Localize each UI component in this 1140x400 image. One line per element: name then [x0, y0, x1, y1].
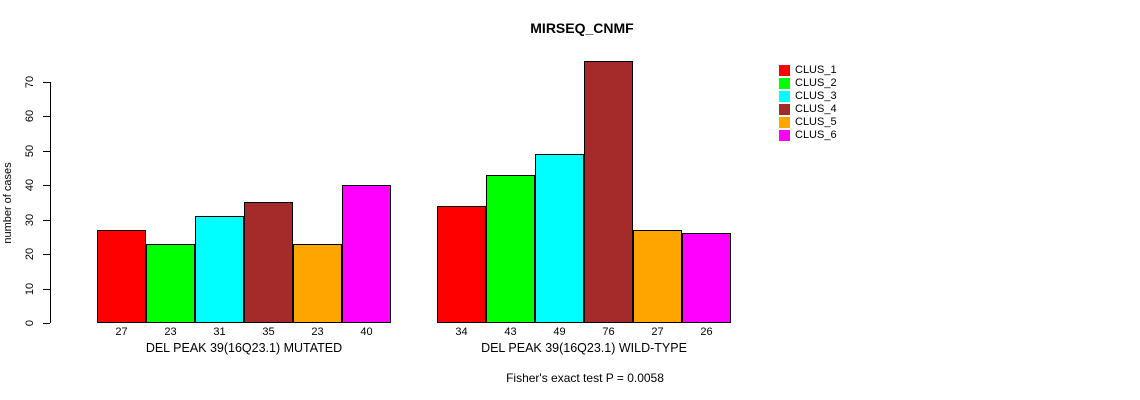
legend: CLUS_1 CLUS_2 CLUS_3 CLUS_4 CLUS_5 CLUS_6 [779, 64, 837, 142]
y-axis-line [50, 82, 51, 323]
y-tick-label: 20 [24, 247, 36, 261]
legend-label: CLUS_4 [795, 103, 837, 115]
y-tick-label: 40 [24, 178, 36, 192]
bar-value-label: 26 [700, 326, 713, 338]
y-tick-mark [43, 323, 50, 324]
bar-value-label: 27 [115, 326, 128, 338]
bar-value-label: 27 [651, 326, 664, 338]
bar-value-label: 31 [213, 326, 226, 338]
bar-group2-clus_2 [486, 175, 535, 323]
bar-group1-clus_3 [195, 216, 244, 323]
bar-group1-clus_2 [146, 244, 195, 323]
legend-swatch-icon [779, 104, 790, 115]
legend-label: CLUS_1 [795, 64, 837, 76]
y-tick-mark [43, 254, 50, 255]
bar-group1-clus_5 [293, 244, 342, 323]
bar-group1-clus_6 [342, 185, 391, 323]
y-tick-label: 30 [24, 213, 36, 227]
bar-group2-clus_5 [633, 230, 682, 323]
bar-value-label: 40 [360, 326, 373, 338]
y-tick-mark [43, 289, 50, 290]
legend-swatch-icon [779, 117, 790, 128]
y-axis-label: number of cases [2, 162, 14, 244]
legend-swatch-icon [779, 78, 790, 89]
x-group-label: DEL PEAK 39(16Q23.1) MUTATED [145, 341, 343, 355]
bar-group2-clus_1 [437, 206, 486, 323]
bar-group1-clus_1 [97, 230, 146, 323]
bar-value-label: 35 [262, 326, 275, 338]
legend-item-clus_3: CLUS_3 [779, 90, 837, 103]
y-tick-label: 60 [24, 109, 36, 123]
bar-group2-clus_4 [584, 61, 633, 323]
legend-item-clus_2: CLUS_2 [779, 77, 837, 90]
legend-swatch-icon [779, 130, 790, 141]
legend-item-clus_6: CLUS_6 [779, 129, 837, 142]
bar-value-label: 76 [602, 326, 615, 338]
legend-swatch-icon [779, 91, 790, 102]
fisher-test-annotation: Fisher's exact test P = 0.0058 [506, 371, 664, 385]
bar-value-label: 49 [553, 326, 566, 338]
y-tick-mark [43, 151, 50, 152]
y-tick-mark [43, 82, 50, 83]
y-tick-label: 70 [24, 75, 36, 89]
bar-group2-clus_6 [682, 233, 731, 323]
chart-title: MIRSEQ_CNMF [530, 20, 634, 36]
y-tick-mark [43, 185, 50, 186]
bar-value-label: 23 [164, 326, 177, 338]
legend-swatch-icon [779, 65, 790, 76]
bar-group2-clus_3 [535, 154, 584, 323]
bar-value-label: 43 [504, 326, 517, 338]
x-group-label: DEL PEAK 39(16Q23.1) WILD-TYPE [481, 341, 687, 355]
legend-label: CLUS_2 [795, 77, 837, 89]
legend-label: CLUS_5 [795, 116, 837, 128]
bar-value-label: 23 [311, 326, 324, 338]
y-tick-label: 50 [24, 144, 36, 158]
legend-item-clus_4: CLUS_4 [779, 103, 837, 116]
y-tick-label: 10 [24, 282, 36, 296]
bar-value-label: 34 [455, 326, 468, 338]
legend-label: CLUS_6 [795, 129, 837, 141]
y-tick-mark [43, 220, 50, 221]
legend-item-clus_5: CLUS_5 [779, 116, 837, 129]
y-tick-label: 0 [24, 319, 36, 327]
y-tick-mark [43, 116, 50, 117]
bar-group1-clus_4 [244, 202, 293, 323]
legend-label: CLUS_3 [795, 90, 837, 102]
legend-item-clus_1: CLUS_1 [779, 64, 837, 77]
